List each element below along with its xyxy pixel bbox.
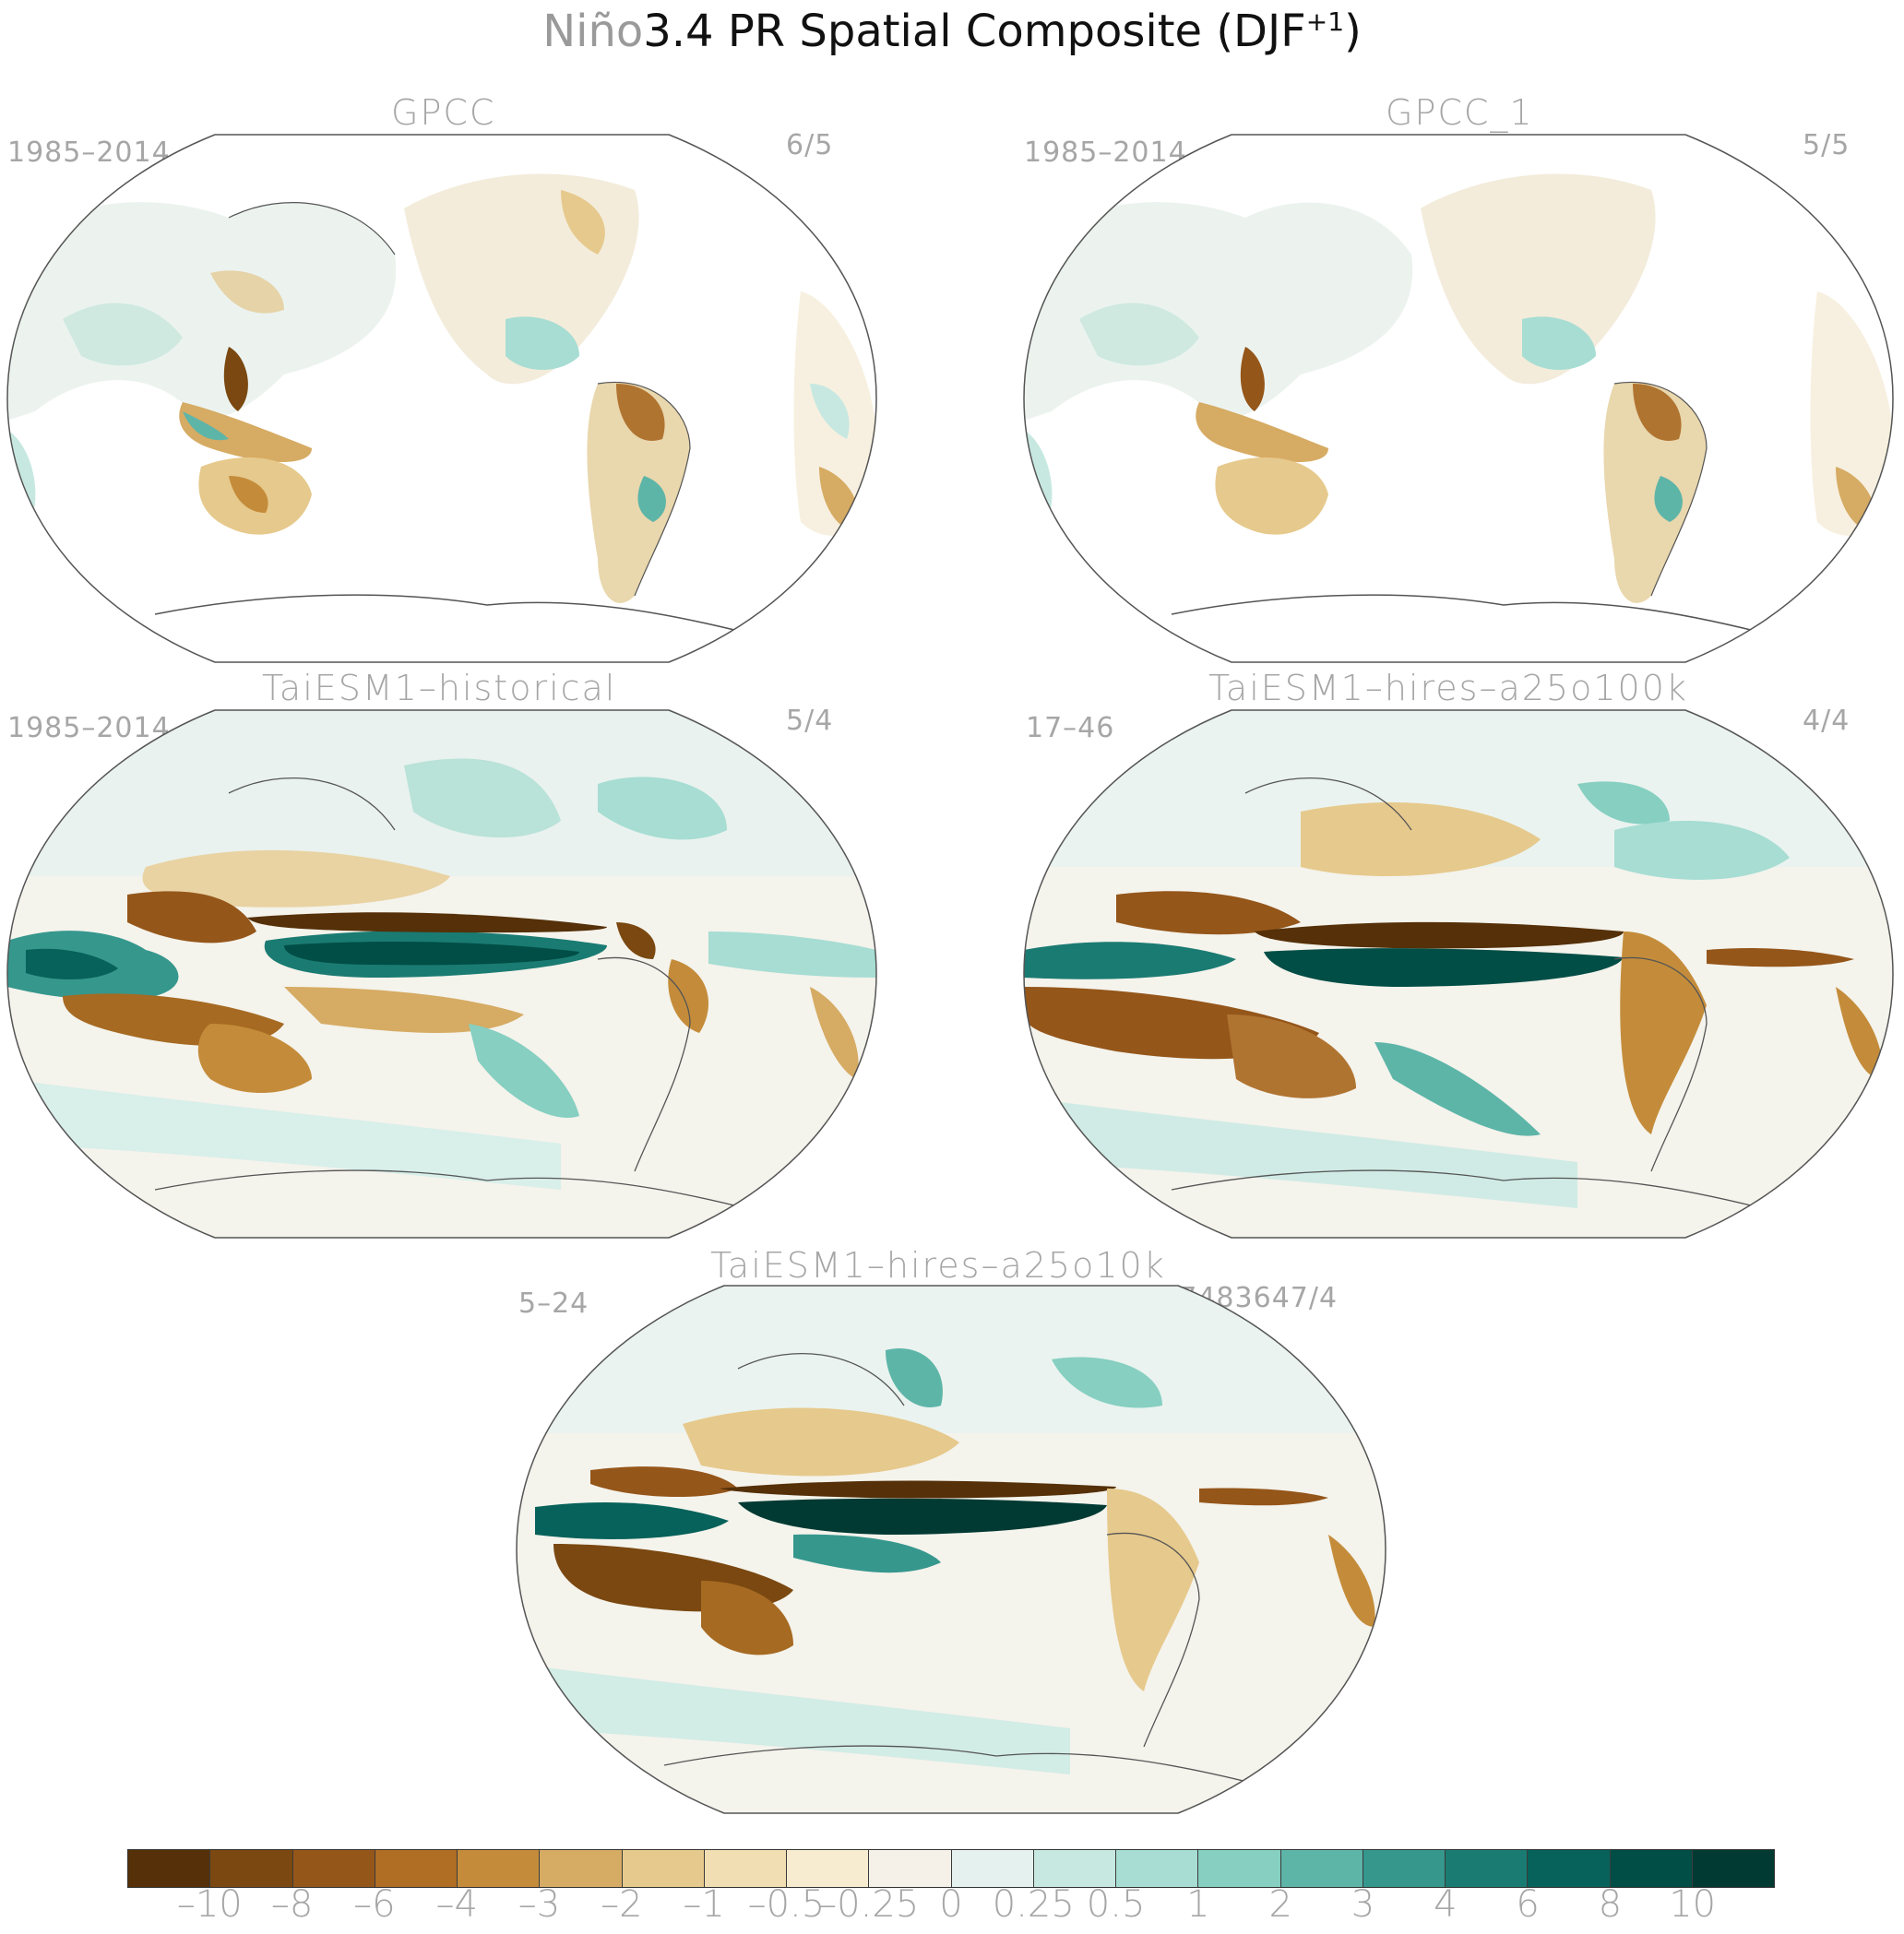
colorbar-swatch bbox=[128, 1850, 211, 1887]
colorbar-tick-label: –1 bbox=[683, 1883, 725, 1926]
colorbar-swatch bbox=[1198, 1850, 1281, 1887]
colorbar-tick-label: –0.5 bbox=[747, 1883, 826, 1926]
colorbar-swatch bbox=[1610, 1850, 1693, 1887]
colorbar-swatch bbox=[1363, 1850, 1446, 1887]
panel-title: GPCC_1 bbox=[1386, 92, 1534, 133]
panel-period: 1985–2014 bbox=[1024, 136, 1187, 169]
colorbar-tick-label: –3 bbox=[518, 1883, 561, 1926]
panel-period: 5–24 bbox=[518, 1287, 589, 1320]
colorbar-tick-label: 0.5 bbox=[1086, 1883, 1146, 1926]
colorbar-swatch bbox=[292, 1850, 375, 1887]
colorbar-tick-label: 10 bbox=[1669, 1883, 1717, 1926]
colorbar-tick-label: –4 bbox=[435, 1883, 478, 1926]
colorbar-swatch bbox=[1033, 1850, 1116, 1887]
colorbar-swatch bbox=[1692, 1850, 1774, 1887]
panel-count: 4/4 bbox=[1803, 705, 1850, 737]
colorbar-tick-label: 2 bbox=[1268, 1883, 1292, 1926]
panel-title: TaiESM1–hires–a25o100k bbox=[1208, 668, 1688, 708]
map-panel-taiesm1-hires-a25o100k bbox=[1023, 709, 1894, 1239]
colorbar-swatch bbox=[622, 1850, 705, 1887]
colorbar-tick-label: 3 bbox=[1351, 1883, 1375, 1926]
colorbar-swatch bbox=[1528, 1850, 1611, 1887]
map-panel-taiesm1-historical bbox=[6, 709, 877, 1239]
panel-period: 1985–2014 bbox=[7, 136, 171, 169]
colorbar-swatch bbox=[1280, 1850, 1363, 1887]
colorbar-swatch bbox=[1446, 1850, 1529, 1887]
panel-count: 5/4 bbox=[786, 705, 834, 737]
colorbar-tick-label: –6 bbox=[353, 1883, 396, 1926]
map-panel-gpcc-1 bbox=[1023, 134, 1894, 663]
panel-count: 6/5 bbox=[786, 129, 834, 161]
panel-title: TaiESM1–hires–a25o10k bbox=[710, 1245, 1166, 1286]
colorbar-tick-label: 4 bbox=[1434, 1883, 1458, 1926]
panel-title: TaiESM1–historical bbox=[262, 668, 617, 708]
colorbar-swatch bbox=[951, 1850, 1034, 1887]
colorbar-swatch bbox=[210, 1850, 293, 1887]
panel-period: 1985–2014 bbox=[7, 712, 171, 744]
colorbar-tick-label: 8 bbox=[1598, 1883, 1623, 1926]
panel-count: 5/5 bbox=[1803, 129, 1850, 161]
colorbar-swatch bbox=[540, 1850, 623, 1887]
colorbar-tick-label: –10 bbox=[176, 1883, 243, 1926]
colorbar-swatch bbox=[787, 1850, 870, 1887]
map-panel-taiesm1-hires-a25o10k bbox=[516, 1285, 1386, 1814]
colorbar-tick-label: 1 bbox=[1186, 1883, 1210, 1926]
panel-title: GPCC bbox=[391, 92, 496, 133]
colorbar-swatch bbox=[704, 1850, 787, 1887]
colorbar-swatch bbox=[869, 1850, 952, 1887]
colorbar-tick-label: –2 bbox=[601, 1883, 643, 1926]
map-panel-gpcc bbox=[6, 134, 877, 663]
colorbar-tick-label: 0 bbox=[939, 1883, 963, 1926]
colorbar-tick-label: –8 bbox=[270, 1883, 314, 1926]
figure-title: Niño3.4 PR Spatial Composite (DJF+1) bbox=[542, 6, 1362, 57]
panel-period: 17–46 bbox=[1026, 712, 1115, 744]
colorbar-swatch bbox=[458, 1850, 541, 1887]
colorbar-tick-label: –0.25 bbox=[818, 1883, 920, 1926]
colorbar-swatch bbox=[1116, 1850, 1199, 1887]
colorbar-tick-label: 6 bbox=[1516, 1883, 1540, 1926]
colorbar-swatch bbox=[375, 1850, 458, 1887]
colorbar-tick-label: 0.25 bbox=[992, 1883, 1075, 1926]
colorbar bbox=[127, 1849, 1775, 1888]
